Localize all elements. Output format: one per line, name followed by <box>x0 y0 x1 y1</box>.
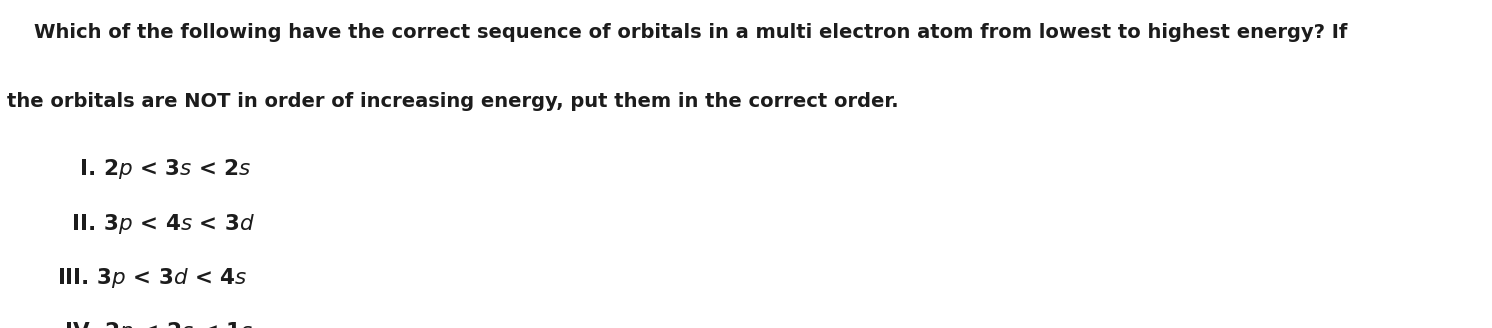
Text: I. 2$p$ < 3$s$ < 2$s$: I. 2$p$ < 3$s$ < 2$s$ <box>57 157 251 181</box>
Text: the orbitals are NOT in order of increasing energy, put them in the correct orde: the orbitals are NOT in order of increas… <box>7 92 900 111</box>
Text: IV. 2$p$ < 2$s$ < 1$s$: IV. 2$p$ < 2$s$ < 1$s$ <box>57 320 254 328</box>
Text: Which of the following have the correct sequence of orbitals in a multi electron: Which of the following have the correct … <box>7 23 1347 42</box>
Text: III. 3$p$ < 3$d$ < 4$s$: III. 3$p$ < 3$d$ < 4$s$ <box>57 266 248 290</box>
Text: II. 3$p$ < 4$s$ < 3$d$: II. 3$p$ < 4$s$ < 3$d$ <box>57 212 255 236</box>
